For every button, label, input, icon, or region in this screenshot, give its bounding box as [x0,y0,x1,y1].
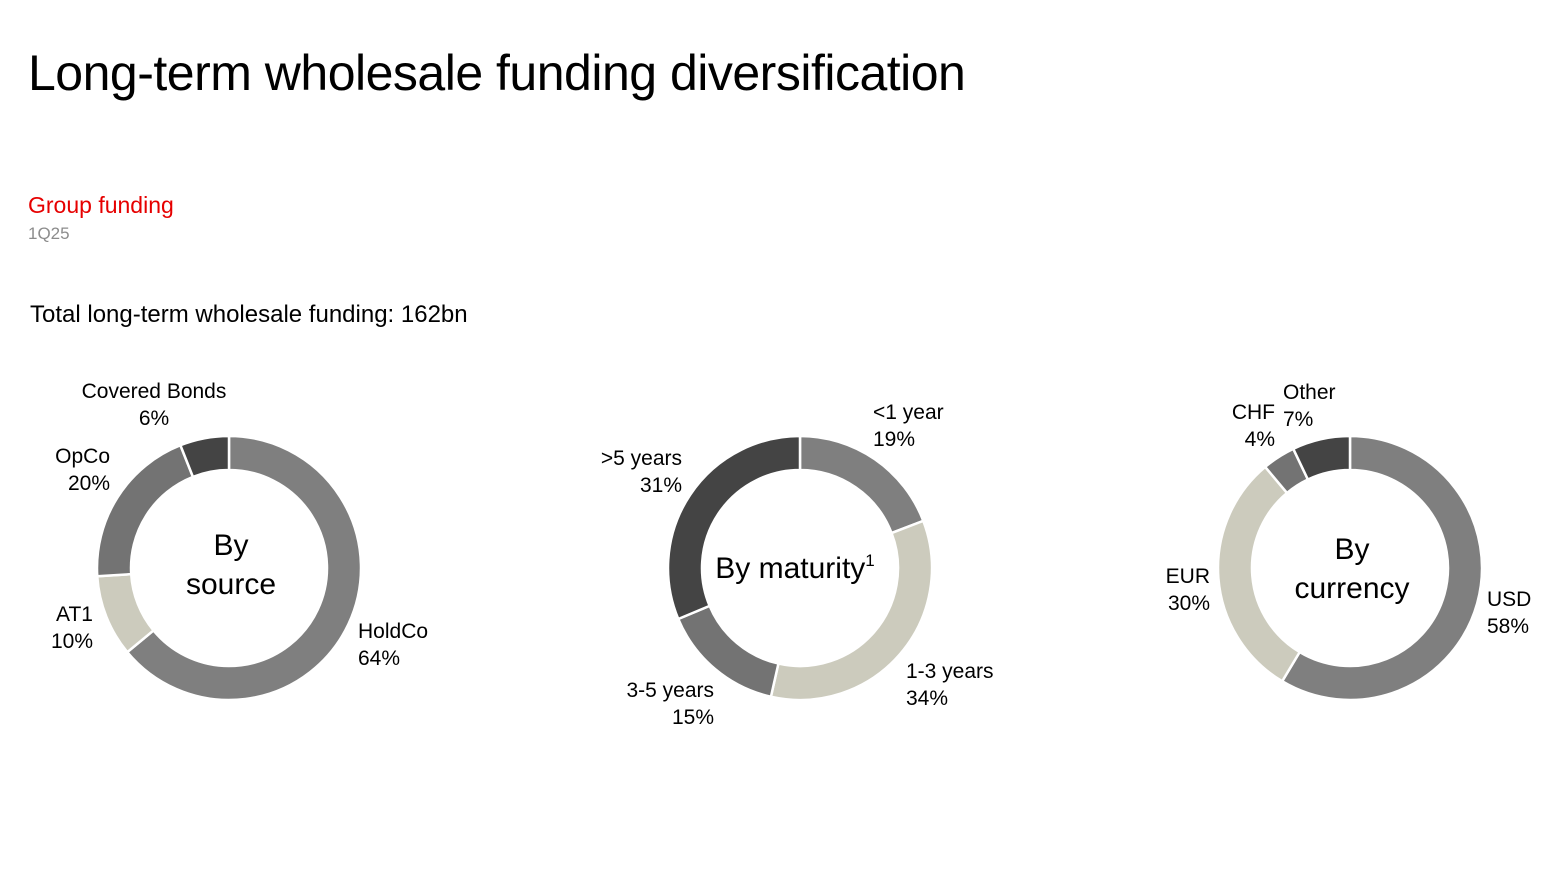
slice-label-gt-5-years: >5 years [601,447,682,470]
center-label: source [186,568,276,601]
slice-value-1-3-years: 34% [906,687,948,710]
slice-usd [1280,434,1484,702]
slice-label-covered-bonds: Covered Bonds [82,380,227,403]
center-label: currency [1294,572,1409,605]
center-label: By [1334,533,1369,566]
slice-label-eur: EUR [1166,565,1210,588]
slice-covered-bonds [178,434,231,479]
slice-value-chf: 4% [1245,428,1275,451]
slice-label-3-5-years: 3-5 years [626,679,714,702]
center-label: By [213,529,248,562]
slice-value-usd: 58% [1487,615,1529,638]
slice-holdco [125,434,363,702]
slice-label-other: Other [1283,381,1336,404]
donut-chart-3: USD 58% EUR 30% CHF 4% Other 7% By currency [1166,381,1531,702]
slice-value-other: 7% [1283,408,1313,431]
slice-value-holdco: 64% [358,647,400,670]
period-label: 1Q25 [28,224,70,243]
slice-other [1291,434,1352,482]
slice-value-lt-1-year: 19% [873,428,915,451]
slice-label-opco: OpCo [55,445,110,468]
section-title: Group funding [28,192,174,218]
slice-value-opco: 20% [68,472,110,495]
page-title: Long-term wholesale funding diversificat… [28,45,966,101]
slice-label-at1: AT1 [56,603,93,626]
center-label: By maturity1 [715,551,875,585]
slice-label-usd: USD [1487,588,1531,611]
slice-gt-5-years [666,434,802,621]
total-funding-label: Total long-term wholesale funding: 162bn [30,301,468,328]
slice-label-lt-1-year: <1 year [873,401,944,424]
slice-value-covered-bonds: 6% [139,407,169,430]
slice-opco [95,443,195,578]
footnote-marker: 1 [865,551,874,570]
slice-value-gt-5-years: 31% [640,474,682,497]
slice-value-at1: 10% [51,630,93,653]
slice-value-eur: 30% [1168,592,1210,615]
slice-label-1-3-years: 1-3 years [906,660,994,683]
slice-label-chf: CHF [1232,401,1275,424]
slice-label-holdco: HoldCo [358,620,428,643]
slice-eur [1216,465,1302,683]
donut-chart-1: HoldCo 64% AT1 10% OpCo 20% Covered Bonds 6% By s… [51,380,428,702]
donut-chart-2: <1 year 19% 1-3 years 34% 3-5 years 15% >5 yea… [601,401,994,729]
slice-value-3-5-years: 15% [672,706,714,729]
